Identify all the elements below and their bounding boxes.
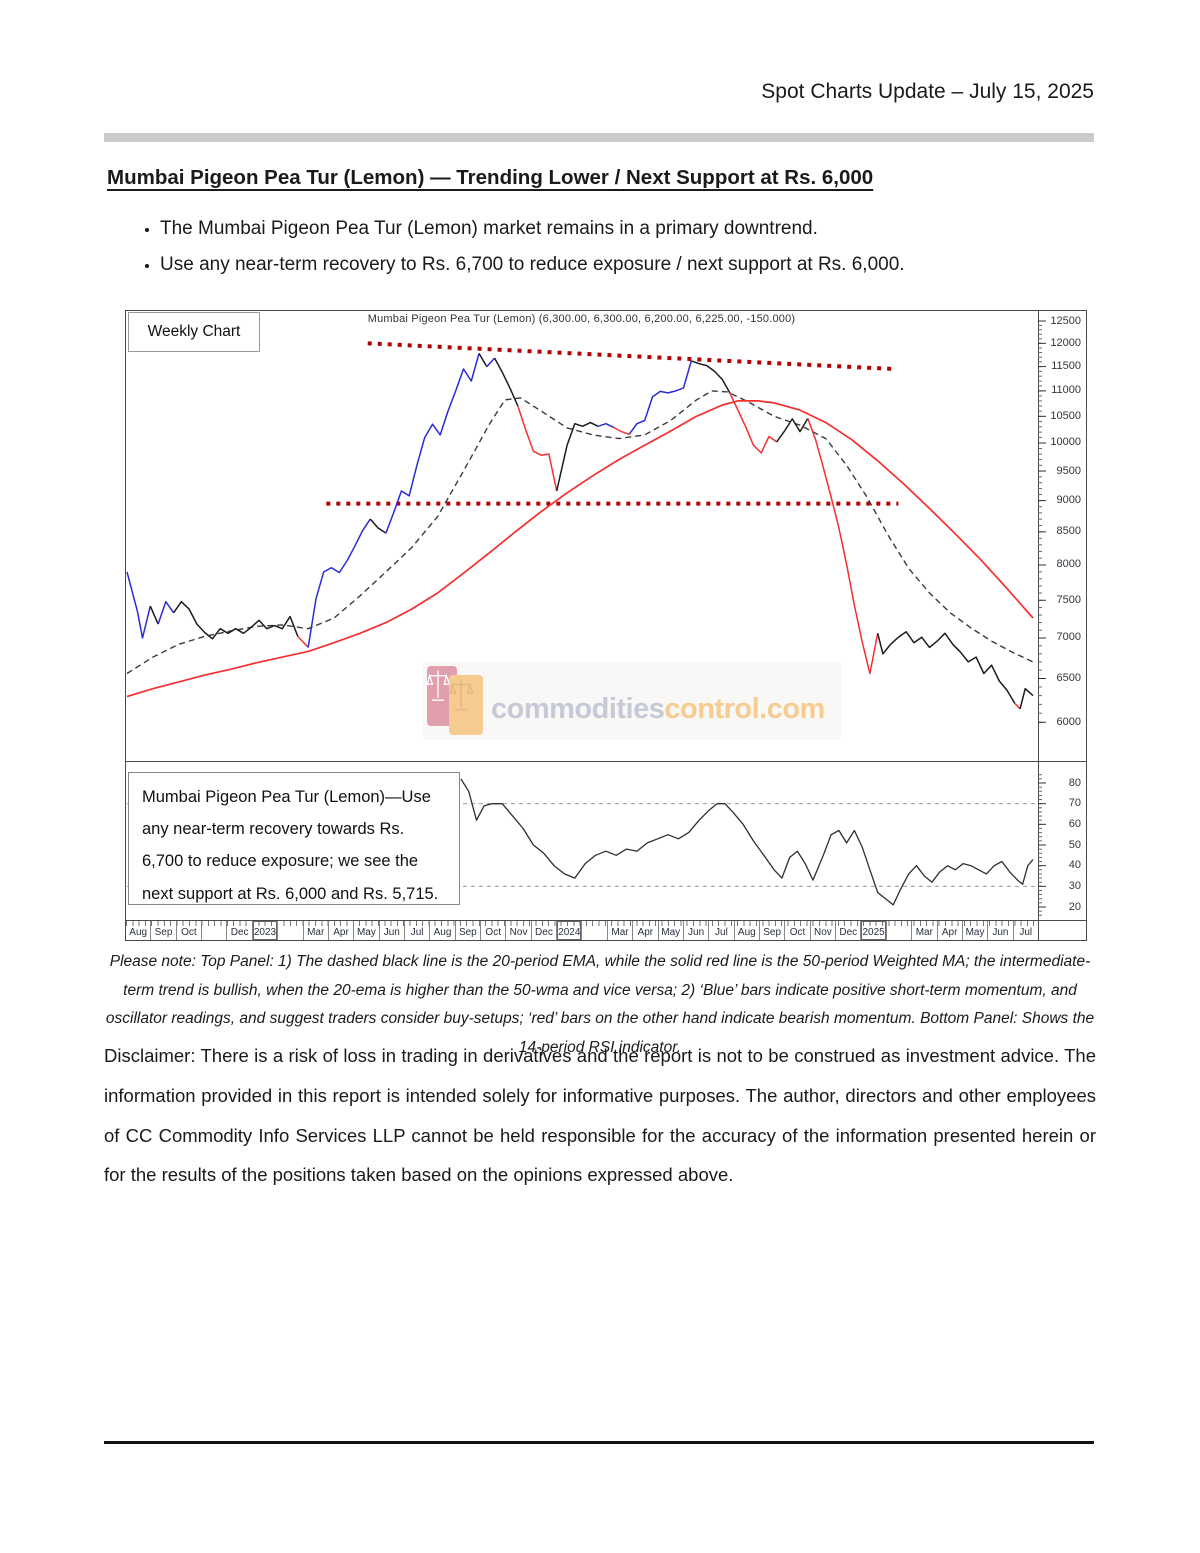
month-tick-label: Oct — [785, 921, 811, 940]
month-tick-label: Sep — [760, 921, 786, 940]
month-tick-label: Sep — [151, 921, 177, 940]
month-tick-label: Mar — [912, 921, 938, 940]
month-tick-label — [202, 921, 228, 940]
chart-canvas — [125, 310, 1087, 941]
month-tick-label: Apr — [329, 921, 355, 940]
timeframe-label: Weekly Chart — [128, 312, 260, 352]
month-tick-label: Aug — [735, 921, 760, 940]
scales-icon — [427, 670, 449, 701]
rsi-tick-label: 80 — [1068, 776, 1081, 789]
price-tick-label: 12500 — [1050, 314, 1081, 327]
month-tick-label: Jun — [684, 921, 710, 940]
bullet-item: Use any near-term recovery to Rs. 6,700 … — [160, 254, 1100, 276]
price-tick-label: 9000 — [1056, 494, 1081, 507]
month-tick-label: May — [963, 921, 989, 940]
month-tick-label: Nov — [506, 921, 532, 940]
watermark-text-primary: commodities — [491, 692, 665, 725]
month-tick-label: Jul — [709, 921, 735, 940]
methodology-note: Please note: Top Panel: 1) The dashed bl… — [105, 953, 1095, 1057]
header-divider — [104, 133, 1094, 142]
rsi-tick-label: 60 — [1068, 817, 1081, 830]
year-tick-label: 2024 — [557, 921, 583, 940]
month-tick-label: Apr — [633, 921, 659, 940]
month-tick-label: Oct — [177, 921, 203, 940]
month-tick-label — [887, 921, 913, 940]
rsi-tick-label: 70 — [1068, 797, 1081, 810]
price-tick-label: 7500 — [1056, 593, 1081, 606]
month-tick-label: Dec — [227, 921, 253, 940]
price-tick-label: 10000 — [1050, 436, 1081, 449]
year-tick-label: 2025 — [861, 921, 887, 940]
watermark-text: commoditiescontrol.com — [491, 693, 825, 726]
month-tick-label: Dec — [836, 921, 862, 940]
commoditiescontrol-logo — [427, 666, 491, 736]
price-tick-label: 11500 — [1051, 360, 1081, 373]
month-tick-label: Jun — [988, 921, 1014, 940]
month-tick-label — [278, 921, 304, 940]
scales-icon — [449, 679, 473, 711]
watermark-text-secondary: control.com — [664, 692, 825, 725]
watermark: commoditiescontrol.com — [423, 662, 841, 740]
year-tick-label: 2023 — [253, 921, 279, 940]
summary-bullets: The Mumbai Pigeon Pea Tur (Lemon) market… — [142, 218, 1100, 290]
price-tick-label: 12000 — [1050, 336, 1081, 349]
weekly-price-chart: Mumbai Pigeon Pea Tur (Lemon) (6,300.00,… — [125, 310, 1087, 941]
price-tick-label: 8500 — [1056, 525, 1081, 538]
rsi-tick-label: 40 — [1068, 859, 1081, 872]
bullet-item: The Mumbai Pigeon Pea Tur (Lemon) market… — [160, 218, 1100, 240]
rsi-tick-label: 30 — [1068, 879, 1081, 892]
month-tick-label: Mar — [608, 921, 634, 940]
price-tick-label: 9500 — [1056, 464, 1081, 477]
disclaimer-text: Disclaimer: There is a risk of loss in t… — [104, 1045, 1096, 1186]
logo-orange-tile — [449, 675, 483, 735]
rsi-tick-label: 20 — [1068, 900, 1081, 913]
price-tick-label: 6000 — [1056, 715, 1081, 728]
footer-divider — [104, 1441, 1094, 1444]
month-tick-label: Aug — [126, 921, 152, 940]
month-tick-label: Jul — [405, 921, 431, 940]
month-tick-label: Apr — [938, 921, 963, 940]
month-tick-label — [582, 921, 608, 940]
month-tick-label: Dec — [532, 921, 558, 940]
price-tick-label: 10500 — [1050, 409, 1081, 422]
month-tick-label: May — [659, 921, 684, 940]
price-tick-label: 7000 — [1056, 631, 1081, 644]
price-tick-label: 11000 — [1051, 384, 1081, 397]
chart-annotation: Mumbai Pigeon Pea Tur (Lemon)—Use any ne… — [128, 772, 460, 905]
date-axis-labels: Aug Sep Oct Dec 2023 Mar Apr May Jun Jul Aug Sep Oct… — [126, 921, 1038, 940]
month-tick-label: Mar — [304, 921, 329, 940]
month-tick-label: Aug — [430, 921, 456, 940]
chart-title: Mumbai Pigeon Pea Tur (Lemon) (6,300.00,… — [367, 313, 796, 325]
report-header-title: Spot Charts Update – July 15, 2025 — [761, 80, 1094, 103]
price-tick-label: 8000 — [1056, 558, 1081, 571]
month-tick-label: May — [354, 921, 380, 940]
month-tick-label: Nov — [811, 921, 837, 940]
month-tick-label: Jul — [1019, 927, 1033, 938]
month-tick-label: Sep — [456, 921, 482, 940]
rsi-tick-label: 50 — [1068, 838, 1081, 851]
price-tick-label: 6500 — [1056, 672, 1081, 684]
month-tick-label: Oct — [481, 921, 507, 940]
month-tick-label: Jun — [380, 921, 405, 940]
section-title: Mumbai Pigeon Pea Tur (Lemon) — Trending… — [107, 166, 874, 189]
